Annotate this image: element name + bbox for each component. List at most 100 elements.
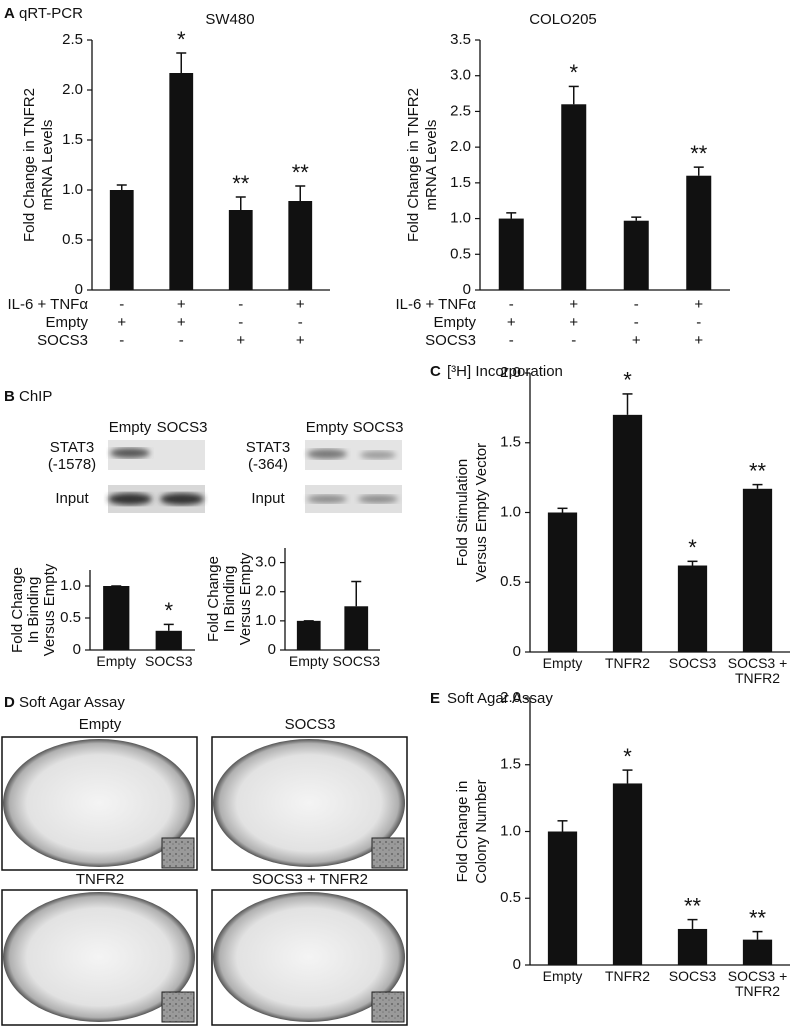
significance: * [623, 368, 632, 393]
y-axis-label: Versus Empty Vector [473, 443, 490, 582]
blot-band [108, 493, 152, 505]
treatment-sign: - [509, 296, 514, 313]
y-tick-label: 1.0 [62, 181, 83, 198]
y-tick-label: 2.0 [500, 364, 521, 381]
x-tick-label: TNFR2 [604, 656, 651, 671]
y-axis-label: Fold Change in TNFR2 [405, 88, 422, 242]
treatment-sign: + [632, 332, 641, 349]
blot-row: STAT3 [246, 439, 290, 456]
x-tick-label: Empty [288, 654, 329, 669]
bar [547, 512, 578, 652]
y-tick-label: 2.0 [450, 138, 471, 155]
treatment-label: IL-6 + TNFα [7, 296, 88, 313]
x-tick-label: SOCS3 [145, 654, 193, 669]
y-axis-label: In Binding [221, 566, 238, 633]
blot-row: Input [55, 490, 89, 507]
agar-image [211, 889, 408, 1026]
y-tick-label: 1.5 [62, 131, 83, 148]
treatment-sign: + [177, 314, 186, 331]
panel-letter: A [4, 5, 15, 22]
blot-row: Input [251, 490, 285, 507]
y-axis-label: Fold Change in [454, 781, 471, 883]
treatment-sign: - [634, 314, 639, 331]
y-tick-label: 3.0 [255, 554, 276, 571]
y-tick-label: 1.0 [500, 822, 521, 839]
bar [109, 190, 134, 290]
bar [677, 928, 708, 965]
blot-band [360, 451, 396, 459]
y-tick-label: 0 [75, 281, 83, 298]
y-tick-label: 1.5 [500, 434, 521, 451]
y-axis-label: Fold Change in TNFR2 [21, 88, 38, 242]
treatment-sign: - [298, 314, 303, 331]
blot-column: Empty [109, 419, 152, 436]
image-label: TNFR2 [76, 871, 124, 888]
x-label-box: SOCS3 [669, 969, 716, 984]
bar [498, 218, 524, 290]
bar [561, 104, 587, 291]
bar [228, 210, 253, 290]
x-tick-label: TNFR2 [604, 969, 651, 984]
image-label: SOCS3 [285, 716, 336, 733]
y-tick-label: 0 [463, 281, 471, 298]
blot-row: (-364) [248, 456, 288, 473]
y-axis-label: mRNA Levels [423, 120, 440, 211]
treatment-sign: + [117, 314, 126, 331]
panel-letter: C [430, 363, 441, 380]
treatment-sign: + [694, 296, 703, 313]
significance: ** [749, 905, 767, 930]
y-tick-label: 0.5 [60, 609, 81, 626]
x-tick-label: SOCS3 [668, 656, 717, 671]
treatment-sign: + [236, 332, 245, 349]
x-label-box: Empty [288, 654, 329, 669]
blot-column: SOCS3 [353, 419, 404, 436]
significance: * [164, 598, 173, 623]
chart-title: COLO205 [529, 11, 597, 28]
x-label-box: SOCS3 [668, 656, 717, 671]
x-label-box: SOCS3 + TNFR2 [727, 969, 788, 999]
y-axis-label: Fold Change [9, 567, 26, 653]
y-tick-label: 2.5 [62, 31, 83, 48]
blot-row: (-1578) [48, 456, 96, 473]
image-label: SOCS3 + TNFR2 [252, 871, 368, 888]
bar [677, 565, 708, 652]
blot-band [358, 495, 398, 503]
y-tick-label: 0.5 [62, 231, 83, 248]
y-axis-label: In Binding [25, 577, 42, 644]
blot-column: SOCS3 [157, 419, 208, 436]
agar-image [211, 736, 408, 871]
treatment-sign: - [571, 332, 576, 349]
treatment-sign: + [177, 296, 186, 313]
image-label: Empty [79, 716, 122, 733]
x-tick-label: SOCS3 + TNFR2 [727, 656, 788, 686]
y-axis-label: Versus Empty [41, 563, 58, 656]
x-label-box: SOCS3 + TNFR2 [727, 656, 788, 686]
panel-title: Soft Agar Assay [19, 694, 125, 711]
significance: ** [292, 160, 310, 185]
y-axis-label: Fold Change [205, 556, 222, 642]
panel-letter: B [4, 388, 15, 405]
y-tick-label: 0.5 [450, 245, 471, 262]
y-tick-label: 1.5 [500, 756, 521, 773]
significance: ** [749, 458, 767, 483]
bar [169, 73, 194, 290]
y-tick-label: 0.5 [500, 889, 521, 906]
bar [103, 586, 130, 650]
y-axis-label: Colony Number [473, 779, 490, 883]
chart-title: SW480 [205, 11, 254, 28]
significance: * [177, 27, 186, 52]
x-label-box: TNFR2 [604, 969, 651, 984]
x-tick-label: SOCS3 + TNFR2 [727, 969, 788, 999]
treatment-label: Empty [433, 314, 476, 331]
x-tick-label: Empty [96, 654, 137, 669]
treatment-sign: - [238, 314, 243, 331]
treatment-sign: - [634, 296, 639, 313]
treatment-label: IL-6 + TNFα [395, 296, 476, 313]
y-tick-label: 1.0 [450, 210, 471, 227]
treatment-sign: + [296, 332, 305, 349]
x-label-box: TNFR2 [604, 656, 651, 671]
y-axis-label: Fold Stimulation [454, 459, 471, 567]
bar [686, 175, 712, 290]
